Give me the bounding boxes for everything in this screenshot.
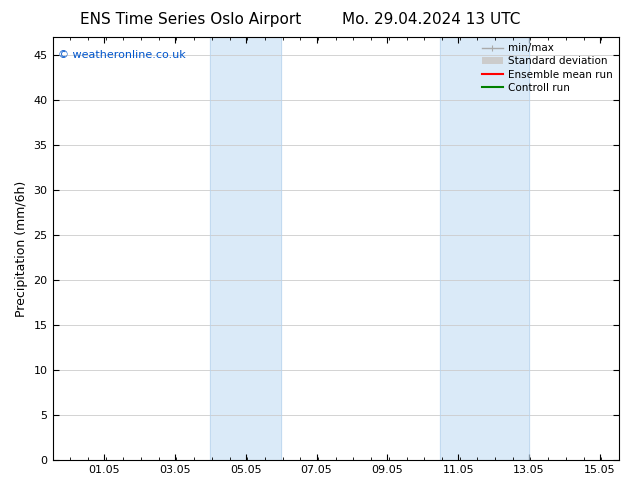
- Legend: min/max, Standard deviation, Ensemble mean run, Controll run: min/max, Standard deviation, Ensemble me…: [478, 39, 617, 97]
- Bar: [210, 37, 281, 460]
- Text: ENS Time Series Oslo Airport: ENS Time Series Oslo Airport: [80, 12, 301, 27]
- Bar: [441, 37, 529, 460]
- Text: © weatheronline.co.uk: © weatheronline.co.uk: [58, 50, 186, 60]
- Y-axis label: Precipitation (mm/6h): Precipitation (mm/6h): [15, 180, 28, 317]
- Text: Mo. 29.04.2024 13 UTC: Mo. 29.04.2024 13 UTC: [342, 12, 521, 27]
